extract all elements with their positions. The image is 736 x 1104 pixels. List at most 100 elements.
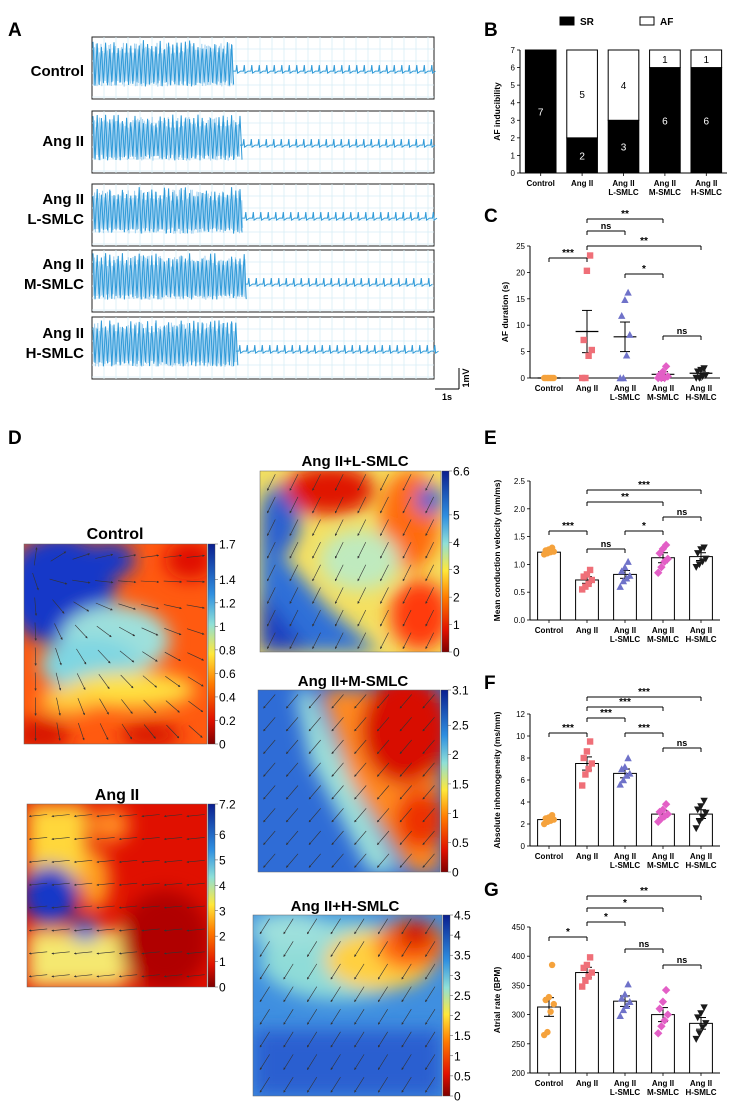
x-tick-label: Ang II	[690, 1079, 712, 1088]
conduction-arrow	[118, 905, 138, 909]
panel-label-g: G	[484, 880, 499, 901]
data-point	[694, 550, 702, 557]
conduction-arrow	[283, 1076, 294, 1093]
conduction-arrow	[34, 647, 37, 666]
conduction-arrow	[283, 941, 294, 957]
conduction-arrow	[163, 837, 183, 841]
data-point	[692, 1035, 700, 1043]
x-tick-label: Ang II	[690, 626, 712, 635]
conduction-arrow	[330, 1054, 341, 1071]
data-point	[655, 1004, 664, 1013]
significance-label: ns	[677, 738, 688, 748]
data-point	[660, 812, 669, 821]
conduction-arrow	[307, 941, 318, 957]
data-point	[588, 760, 595, 767]
conduction-arrow	[377, 739, 390, 755]
conduction-arrow	[163, 928, 183, 932]
conduction-arrow	[283, 986, 294, 1003]
map-ang-ii-m-smlc	[257, 689, 441, 873]
conduction-arrow	[163, 554, 182, 558]
conduction-arrow	[334, 587, 344, 604]
conduction-arrow	[54, 623, 63, 640]
significance-label: *	[623, 898, 627, 909]
map-title: Ang II+M-SMLC	[298, 673, 409, 690]
conduction-arrow	[312, 519, 321, 536]
conduction-arrow	[401, 941, 412, 957]
conduction-arrow	[425, 1054, 436, 1071]
conduction-arrow	[308, 853, 321, 868]
conduction-arrow	[425, 1076, 436, 1093]
colorbar-tick-label: 4	[453, 536, 460, 550]
x-tick-label: Control	[535, 626, 563, 635]
conduction-arrow	[354, 963, 365, 980]
significance-label: *	[604, 912, 608, 923]
conduction-arrow	[286, 717, 299, 732]
conduction-arrow	[263, 808, 276, 823]
conduction-arrow	[308, 739, 321, 755]
significance-label: ***	[562, 521, 574, 532]
conduction-arrow	[401, 1054, 412, 1071]
legend-swatch	[559, 16, 575, 26]
conduction-arrow	[402, 541, 412, 559]
conduction-arrow	[186, 974, 205, 978]
y-tick-label: 0.5	[514, 588, 526, 597]
conduction-arrow	[28, 951, 48, 955]
data-point	[579, 782, 586, 789]
data-point	[616, 582, 624, 590]
conduction-arrow	[119, 650, 135, 663]
conduction-arrow	[289, 474, 299, 491]
panel-a-ecg-traces: Control Ang II Ang II L-SMLC Ang II M-SMLC Ang…	[24, 36, 471, 402]
colorbar-tick-label: 1.2	[219, 596, 236, 610]
data-point	[663, 1010, 672, 1019]
conduction-arrow	[402, 564, 412, 582]
conduction-arrow	[330, 1076, 341, 1093]
conduction-arrow	[330, 1031, 341, 1048]
ecg-trace-row	[91, 36, 436, 100]
trace-group-label: Ang II	[42, 133, 84, 150]
mean-bar	[537, 551, 561, 621]
conduction-arrow	[380, 609, 389, 627]
conduction-arrow	[141, 951, 160, 955]
conduction-arrow	[95, 602, 113, 611]
conduction-arrow	[121, 723, 133, 740]
data-point	[583, 267, 591, 275]
conduction-arrow	[28, 814, 48, 818]
colorbar-tick-label: 1	[452, 807, 459, 821]
significance-label: ***	[638, 687, 650, 698]
data-point	[663, 372, 672, 381]
conduction-arrow	[118, 837, 138, 841]
data-point	[622, 1002, 631, 1010]
conduction-arrow	[118, 951, 138, 955]
conduction-arrow	[334, 564, 344, 582]
conduction-arrow	[56, 697, 61, 716]
conduction-arrow	[141, 974, 160, 978]
colorbar-tick-label: 6.6	[453, 465, 470, 479]
conduction-arrow	[96, 974, 115, 978]
conduction-arrow	[188, 725, 203, 738]
conduction-arrow	[28, 974, 48, 978]
conduction-arrow	[377, 762, 390, 777]
panel-d-activation-maps: Control 0 0.2 0.4 0.6 0.8 1 1.2 1.4 1.7 Ang II 0 1 2 3…	[23, 453, 471, 1104]
conduction-arrow	[141, 905, 160, 909]
conduction-arrow	[422, 694, 435, 709]
data-point	[618, 567, 626, 575]
conduction-arrow	[312, 474, 321, 491]
conduction-arrow	[354, 1076, 365, 1093]
colorbar-tick-label: 1	[219, 955, 226, 969]
conduction-arrow	[354, 694, 367, 709]
conduction-arrow	[354, 853, 367, 868]
y-tick-label: 350	[512, 981, 526, 990]
data-point	[548, 374, 556, 382]
conduction-arrow	[164, 651, 181, 662]
conduction-arrow	[377, 963, 388, 980]
colorbar-tick-label: 7.2	[219, 798, 236, 812]
data-point	[692, 825, 700, 833]
y-tick-label: 2	[521, 820, 526, 829]
conduction-arrow	[141, 837, 160, 841]
data-point	[624, 980, 632, 988]
y-tick-label: 0.0	[514, 616, 526, 625]
data-point	[661, 362, 671, 371]
conduction-arrow	[401, 986, 412, 1003]
colorbar-tick-label: 1.4	[219, 573, 236, 587]
conduction-arrow	[399, 830, 412, 846]
